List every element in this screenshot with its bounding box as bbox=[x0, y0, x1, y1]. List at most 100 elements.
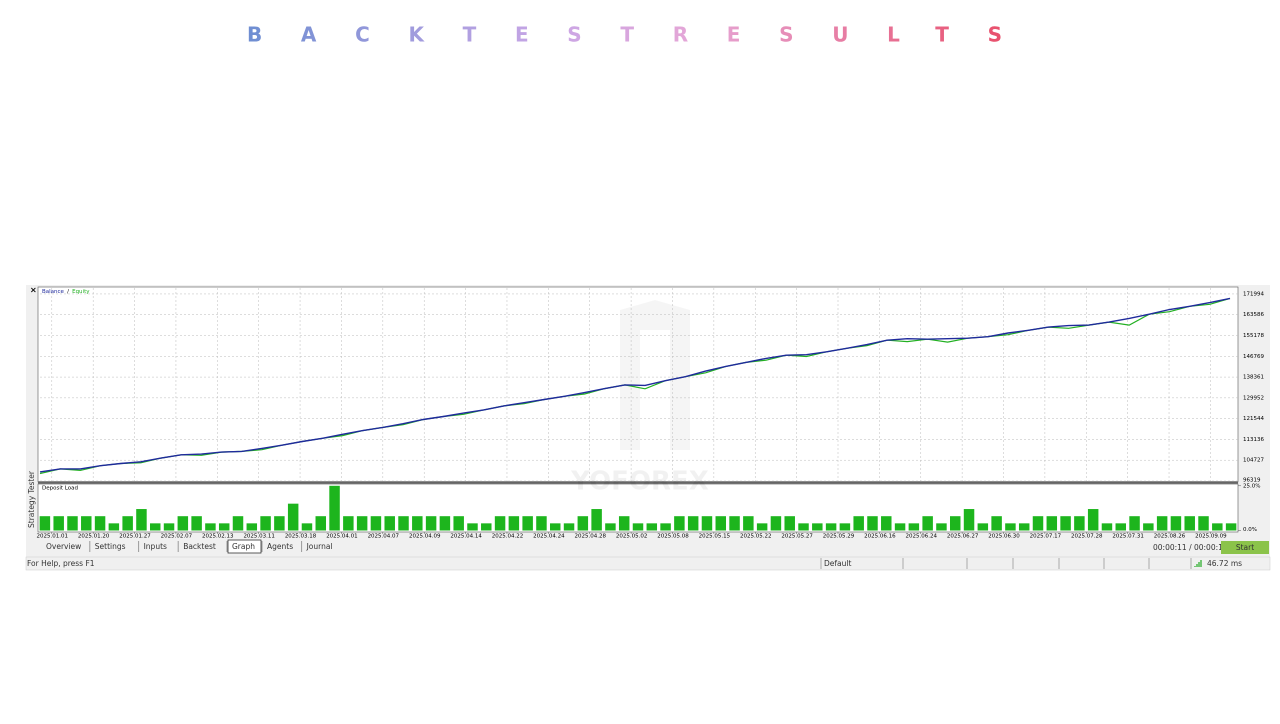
bar bbox=[191, 516, 202, 531]
x-tick-label: 2025.06.27 bbox=[947, 534, 979, 540]
bar bbox=[1032, 516, 1044, 531]
x-tick-label: 2025.05.27 bbox=[781, 534, 813, 540]
bar bbox=[1101, 523, 1113, 531]
bar bbox=[67, 516, 78, 531]
bar bbox=[329, 485, 340, 531]
bar bbox=[81, 516, 92, 531]
bar bbox=[867, 516, 878, 531]
bar bbox=[646, 523, 658, 531]
bar bbox=[1225, 523, 1237, 531]
bar bbox=[412, 516, 423, 531]
bar bbox=[1156, 516, 1168, 531]
tab[interactable]: Agents bbox=[267, 542, 293, 551]
bar bbox=[301, 523, 313, 531]
bar bbox=[1170, 516, 1182, 531]
x-tick-label: 2025.05.08 bbox=[657, 534, 689, 540]
x-tick-label: 2025.08.26 bbox=[1154, 534, 1186, 540]
bar bbox=[439, 516, 451, 531]
bar bbox=[550, 523, 561, 531]
legend-separator: / bbox=[67, 289, 69, 295]
tab-active[interactable] bbox=[227, 539, 262, 554]
bar bbox=[39, 516, 51, 531]
bar bbox=[701, 516, 713, 531]
bar bbox=[315, 516, 326, 531]
bar bbox=[274, 516, 285, 531]
status-ping: 46.72 ms bbox=[1207, 559, 1242, 568]
watermark: YOFOREX bbox=[570, 467, 709, 497]
bar bbox=[743, 516, 754, 531]
bar bbox=[398, 516, 409, 531]
bar bbox=[563, 523, 575, 531]
bar bbox=[1115, 523, 1126, 531]
bar bbox=[770, 516, 782, 531]
bar bbox=[674, 516, 685, 531]
x-tick-label: 2025.02.13 bbox=[202, 534, 234, 540]
x-tick-label: 2025.05.22 bbox=[740, 534, 772, 540]
tab[interactable]: Inputs bbox=[144, 542, 167, 551]
y-tick-label: 163586 bbox=[1243, 312, 1264, 318]
y-tick-label: 0.0% bbox=[1243, 527, 1257, 533]
bar bbox=[812, 523, 823, 531]
bar bbox=[853, 516, 864, 531]
tab[interactable]: Settings bbox=[95, 542, 126, 551]
bar bbox=[632, 523, 644, 531]
bar bbox=[94, 516, 106, 531]
x-tick-label: 2025.01.01 bbox=[37, 534, 69, 540]
bar bbox=[894, 523, 906, 531]
bar bbox=[577, 516, 589, 531]
bar bbox=[494, 516, 506, 531]
bar bbox=[1018, 523, 1030, 531]
series-line bbox=[39, 297, 1231, 473]
bar bbox=[605, 523, 616, 531]
bar bbox=[618, 516, 630, 531]
y-tick-label: 138361 bbox=[1243, 375, 1264, 381]
x-tick-label: 2025.04.14 bbox=[450, 534, 482, 540]
bar bbox=[881, 516, 892, 531]
bar bbox=[356, 516, 368, 531]
bar bbox=[205, 523, 216, 531]
tab-bar bbox=[38, 539, 1270, 555]
bar bbox=[1184, 516, 1195, 531]
x-tick-label: 2025.04.01 bbox=[326, 534, 358, 540]
x-tick-label: 2025.04.09 bbox=[409, 534, 441, 540]
bar bbox=[536, 516, 547, 531]
bar bbox=[246, 523, 258, 531]
bar bbox=[425, 516, 437, 531]
bar bbox=[384, 516, 395, 531]
panel-title: Deposit Load bbox=[42, 486, 78, 492]
bar bbox=[1060, 516, 1071, 531]
status-profile: Default bbox=[824, 559, 851, 568]
bar bbox=[950, 516, 961, 531]
bar bbox=[936, 523, 947, 531]
signal-icon bbox=[1194, 560, 1202, 567]
y-tick-label: 146769 bbox=[1243, 354, 1264, 360]
bar bbox=[591, 509, 602, 531]
x-tick-label: 2025.01.27 bbox=[119, 534, 151, 540]
start-label[interactable]: Start bbox=[1236, 543, 1254, 552]
bar bbox=[1212, 523, 1223, 531]
main-plot bbox=[37, 286, 1239, 483]
bar bbox=[108, 523, 120, 531]
bar bbox=[232, 516, 244, 531]
side-label: Strategy Tester bbox=[27, 470, 36, 528]
bar bbox=[825, 523, 837, 531]
bar bbox=[687, 516, 699, 531]
bar bbox=[218, 523, 230, 531]
bar bbox=[798, 523, 809, 531]
x-tick-label: 2025.02.07 bbox=[161, 534, 193, 540]
legend-entry: Equity bbox=[72, 289, 90, 295]
close-icon[interactable]: × bbox=[30, 286, 37, 295]
tab[interactable]: Backtest bbox=[183, 542, 216, 551]
x-tick-label: 2025.01.20 bbox=[78, 534, 110, 540]
bar bbox=[1087, 509, 1099, 531]
tab[interactable]: Graph bbox=[232, 542, 255, 551]
page-title: BACKTESTRESULTS bbox=[247, 23, 1002, 47]
y-tick-label: 113136 bbox=[1243, 437, 1264, 443]
y-tick-label: 129952 bbox=[1243, 395, 1264, 401]
tab[interactable]: Overview bbox=[46, 542, 81, 551]
bar bbox=[287, 503, 299, 531]
bar bbox=[1046, 516, 1058, 531]
start-button[interactable] bbox=[1221, 541, 1269, 554]
tab[interactable]: Journal bbox=[306, 542, 333, 551]
